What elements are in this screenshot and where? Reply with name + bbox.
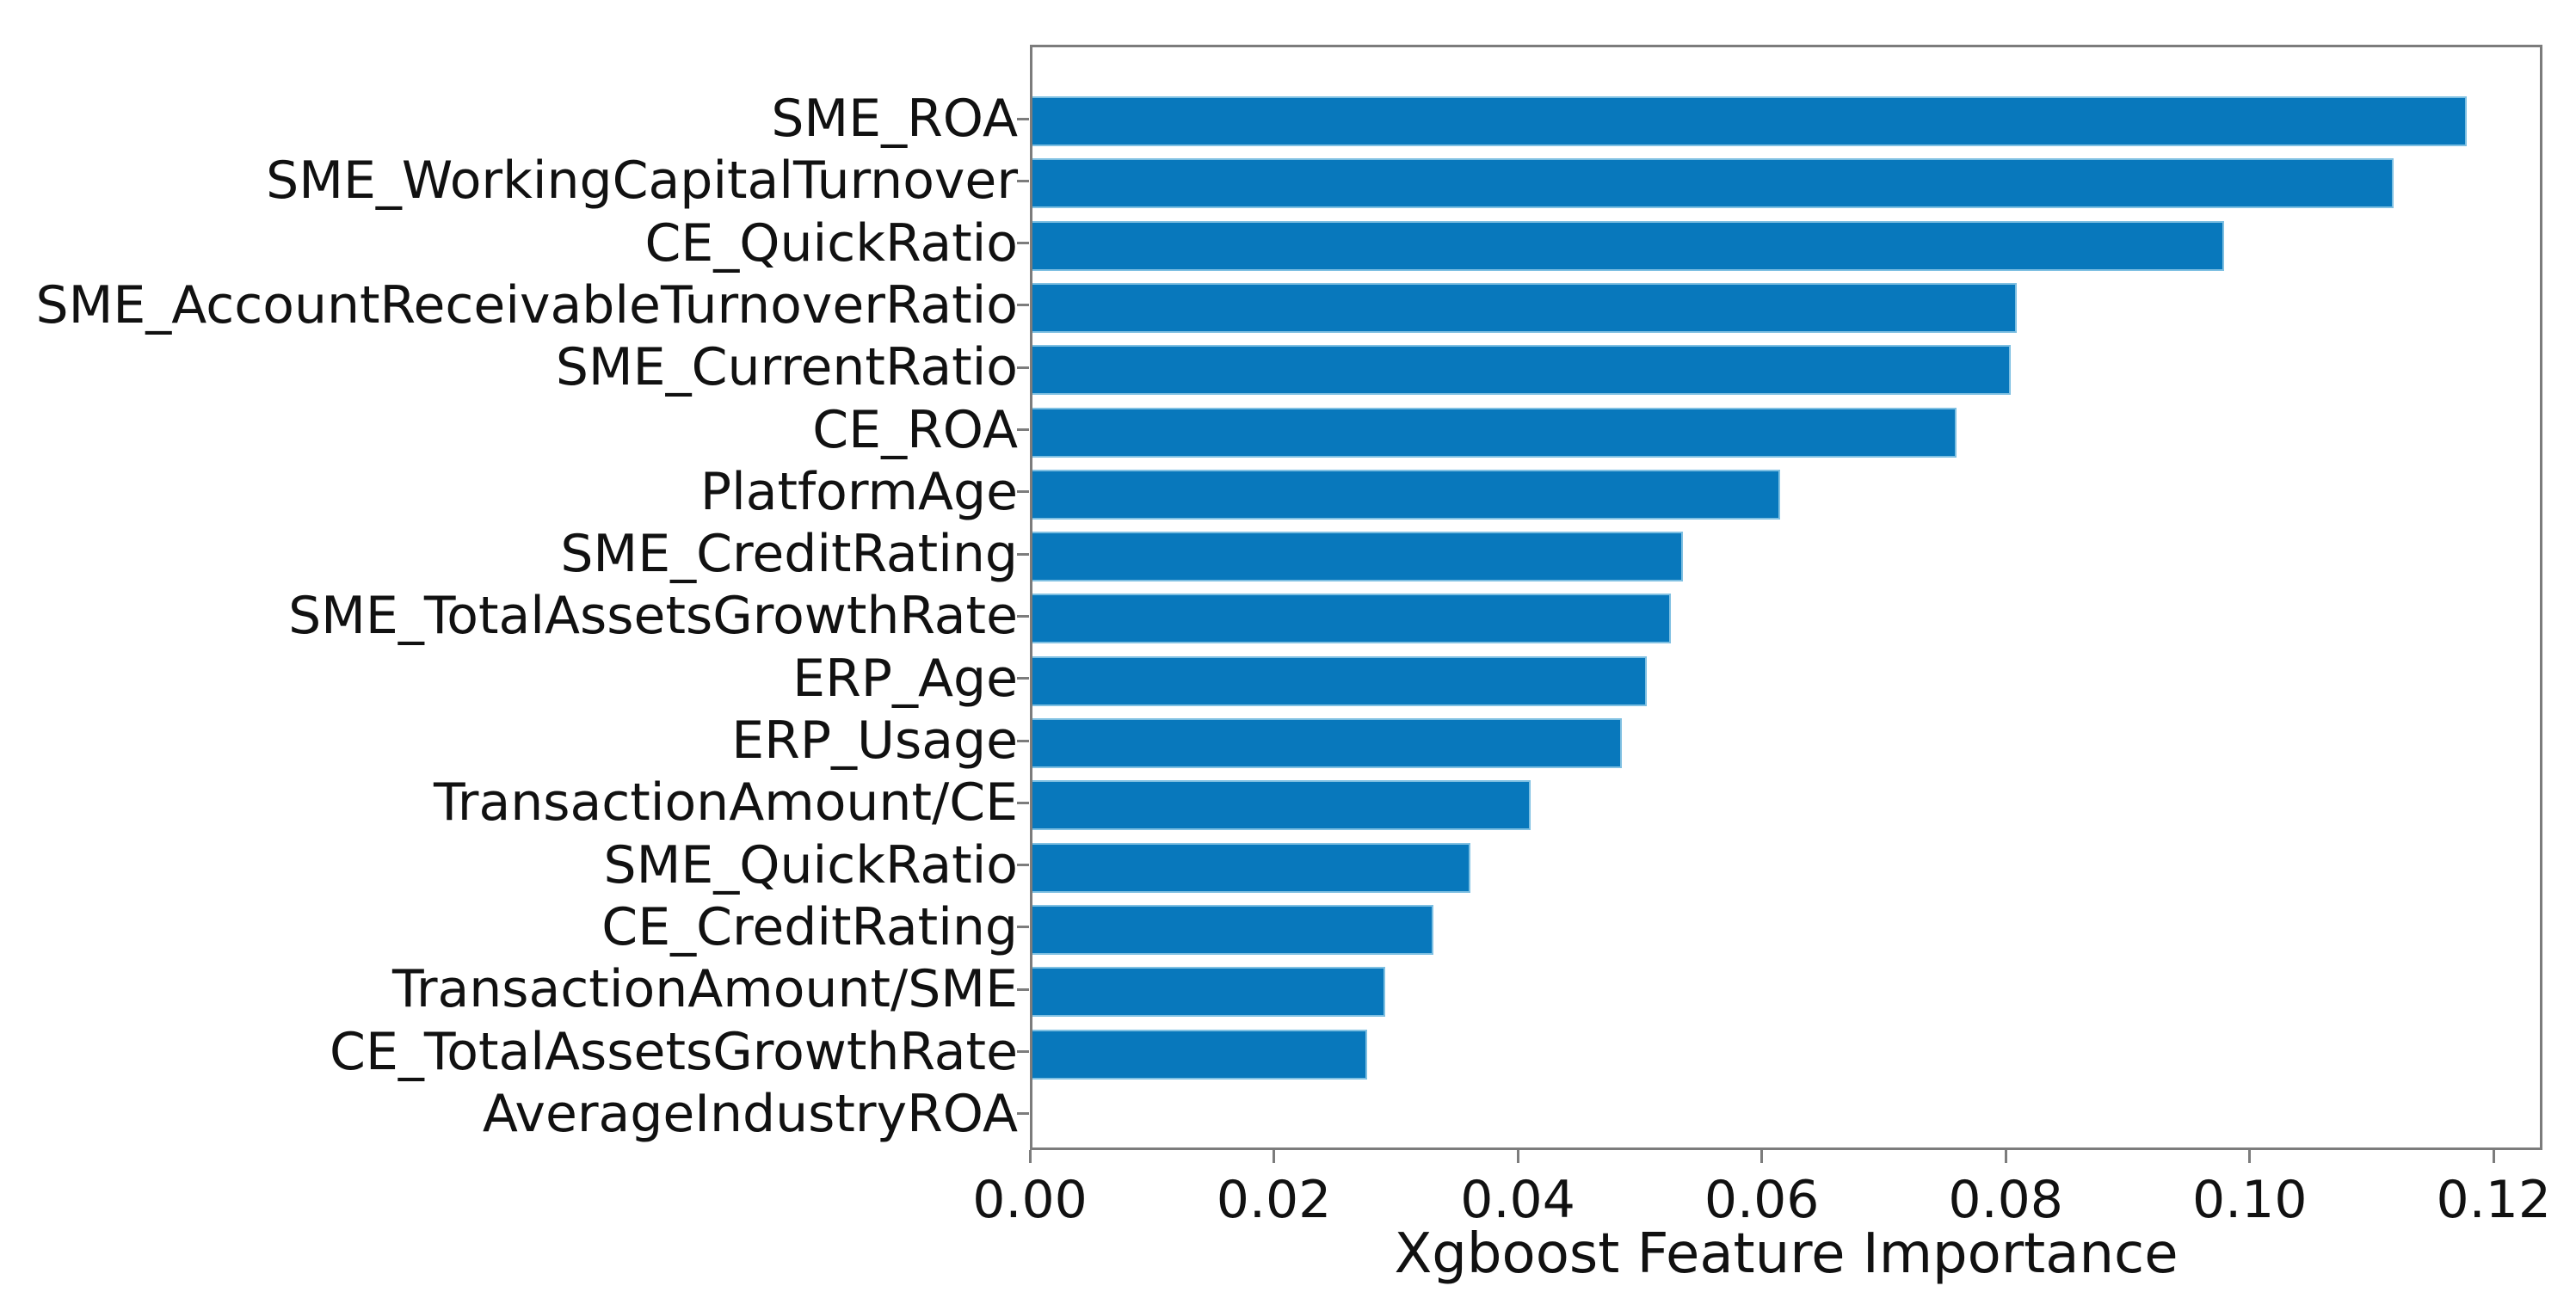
y-axis-label: PlatformAge xyxy=(699,461,1018,522)
bar xyxy=(1032,655,1647,706)
y-tick-mark xyxy=(1017,179,1029,182)
y-tick-mark xyxy=(1017,987,1029,991)
x-tick-label: 0.04 xyxy=(1460,1170,1575,1230)
x-tick-mark xyxy=(2248,1150,2252,1163)
bar xyxy=(1032,594,1671,644)
y-axis-label: AverageIndustryROA xyxy=(482,1083,1018,1144)
y-tick-mark xyxy=(1017,117,1029,120)
bar xyxy=(1032,718,1623,768)
y-tick-mark xyxy=(1017,304,1029,307)
x-tick-mark xyxy=(1028,1150,1032,1163)
y-axis-label: SME_AccountReceivableTurnoverRatio xyxy=(35,274,1019,335)
y-tick-mark xyxy=(1017,242,1029,245)
x-tick-label: 0.08 xyxy=(1948,1170,2063,1230)
x-tick-label: 0.06 xyxy=(1704,1170,1820,1230)
y-tick-mark xyxy=(1017,490,1029,494)
y-tick-mark xyxy=(1017,614,1029,618)
y-axis-label: CE_ROA xyxy=(812,399,1018,460)
bar xyxy=(1032,158,2394,209)
x-tick-label: 0.10 xyxy=(2191,1170,2308,1230)
y-axis-label: SME_QuickRatio xyxy=(603,834,1018,895)
x-axis-title: Xgboost Feature Importance xyxy=(1394,1222,2179,1286)
y-tick-mark xyxy=(1017,739,1029,742)
bar xyxy=(1032,780,1531,831)
y-tick-mark xyxy=(1017,366,1029,369)
plot-area xyxy=(1030,45,2542,1150)
y-axis-label: TransactionAmount/CE xyxy=(433,772,1018,834)
x-tick-mark xyxy=(1760,1150,1764,1163)
x-tick-label: 0.12 xyxy=(2436,1170,2552,1230)
y-axis-label: SME_CurrentRatio xyxy=(555,337,1018,398)
bar xyxy=(1032,842,1470,893)
y-axis-label: TransactionAmount/SME xyxy=(391,959,1018,1020)
y-tick-mark xyxy=(1017,926,1029,929)
y-tick-mark xyxy=(1017,428,1029,431)
y-tick-mark xyxy=(1017,677,1029,680)
bar xyxy=(1032,96,2468,146)
y-axis-label: ERP_Age xyxy=(792,648,1018,709)
y-axis-label: SME_TotalAssetsGrowthRate xyxy=(288,586,1018,647)
x-tick-label: 0.00 xyxy=(972,1170,1088,1230)
bar xyxy=(1032,532,1683,582)
y-axis-label: SME_CreditRating xyxy=(560,524,1018,585)
y-axis-label: CE_TotalAssetsGrowthRate xyxy=(330,1021,1018,1082)
y-tick-mark xyxy=(1017,801,1029,804)
bar xyxy=(1032,220,2224,271)
x-tick-label: 0.02 xyxy=(1216,1170,1332,1230)
x-tick-mark xyxy=(2492,1150,2495,1163)
bar xyxy=(1032,904,1434,955)
bar xyxy=(1032,282,2018,333)
y-tick-mark xyxy=(1017,552,1029,556)
bar xyxy=(1032,407,1957,458)
y-axis-label: CE_CreditRating xyxy=(601,896,1018,957)
bar xyxy=(1032,1029,1367,1080)
y-axis-label: ERP_Usage xyxy=(731,711,1018,771)
y-axis-label: SME_ROA xyxy=(771,89,1018,149)
bar xyxy=(1032,967,1385,1018)
x-tick-mark xyxy=(1273,1150,1276,1163)
y-tick-mark xyxy=(1017,1050,1029,1053)
y-tick-mark xyxy=(1017,1112,1029,1116)
bar xyxy=(1032,345,2012,396)
y-axis-label: SME_WorkingCapitalTurnover xyxy=(266,151,1018,212)
x-tick-mark xyxy=(2004,1150,2007,1163)
y-axis-label: CE_QuickRatio xyxy=(644,212,1018,274)
x-tick-mark xyxy=(1516,1150,1519,1163)
bar xyxy=(1032,469,1780,520)
y-tick-mark xyxy=(1017,864,1029,867)
